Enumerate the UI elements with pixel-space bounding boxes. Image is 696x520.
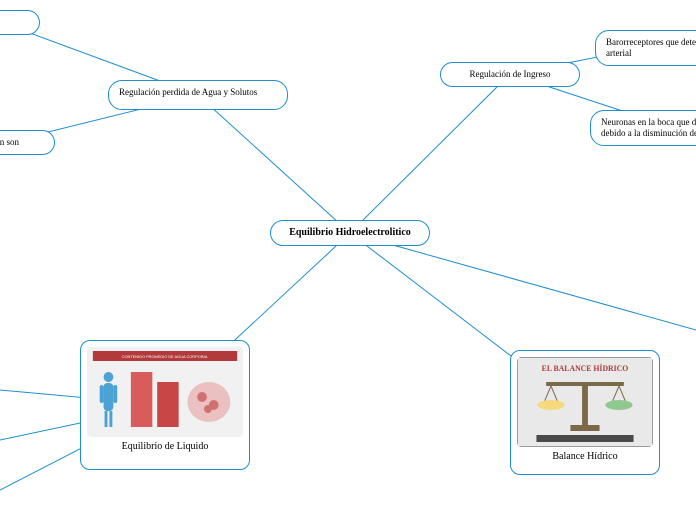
node-stub-tl: e el [0, 10, 40, 35]
node-neuronas-label: Neuronas en la boca que detectan debido … [601, 117, 696, 138]
node-reg-perdida: Regulación perdida de Agua y Solutos [108, 80, 288, 110]
node-baro: Barorreceptores que detectan arterial [595, 30, 696, 66]
svg-text:CONTENIDO PROMEDIO DE AGUA COR: CONTENIDO PROMEDIO DE AGUA CORPORAL [122, 354, 209, 359]
node-baro-label: Barorreceptores que detectan arterial [606, 37, 696, 58]
node-center-label: Equilibrio Hidroelectrolitico [289, 227, 411, 238]
thumb-liquido: CONTENIDO PROMEDIO DE AGUA CORPORAL [87, 347, 243, 437]
card-balance-hidrico: EL BALANCE HÍDRICO Balance Hídrico [510, 350, 660, 475]
svg-text:EL BALANCE HÍDRICO: EL BALANCE HÍDRICO [542, 363, 629, 373]
node-center: Equilibrio Hidroelectrolitico [270, 220, 430, 246]
card-equilibrio-liquido: CONTENIDO PROMEDIO DE AGUA CORPORAL Equi… [80, 340, 250, 470]
node-reg-ingreso-label: Regulación de Ingreso [470, 69, 551, 79]
node-neuronas: Neuronas en la boca que detectan debido … [590, 110, 696, 146]
card-liquido-caption: Equilibrio de Liquido [87, 441, 243, 452]
node-reg-perdida-label: Regulación perdida de Agua y Solutos [119, 87, 257, 97]
node-reg-ingreso: Regulación de Ingreso [440, 62, 580, 87]
thumb-balance: EL BALANCE HÍDRICO [517, 357, 653, 447]
node-stub-ml: e regulan son [0, 130, 55, 155]
card-balance-caption: Balance Hídrico [517, 451, 653, 462]
node-stub-ml-label: e regulan son [0, 137, 19, 147]
